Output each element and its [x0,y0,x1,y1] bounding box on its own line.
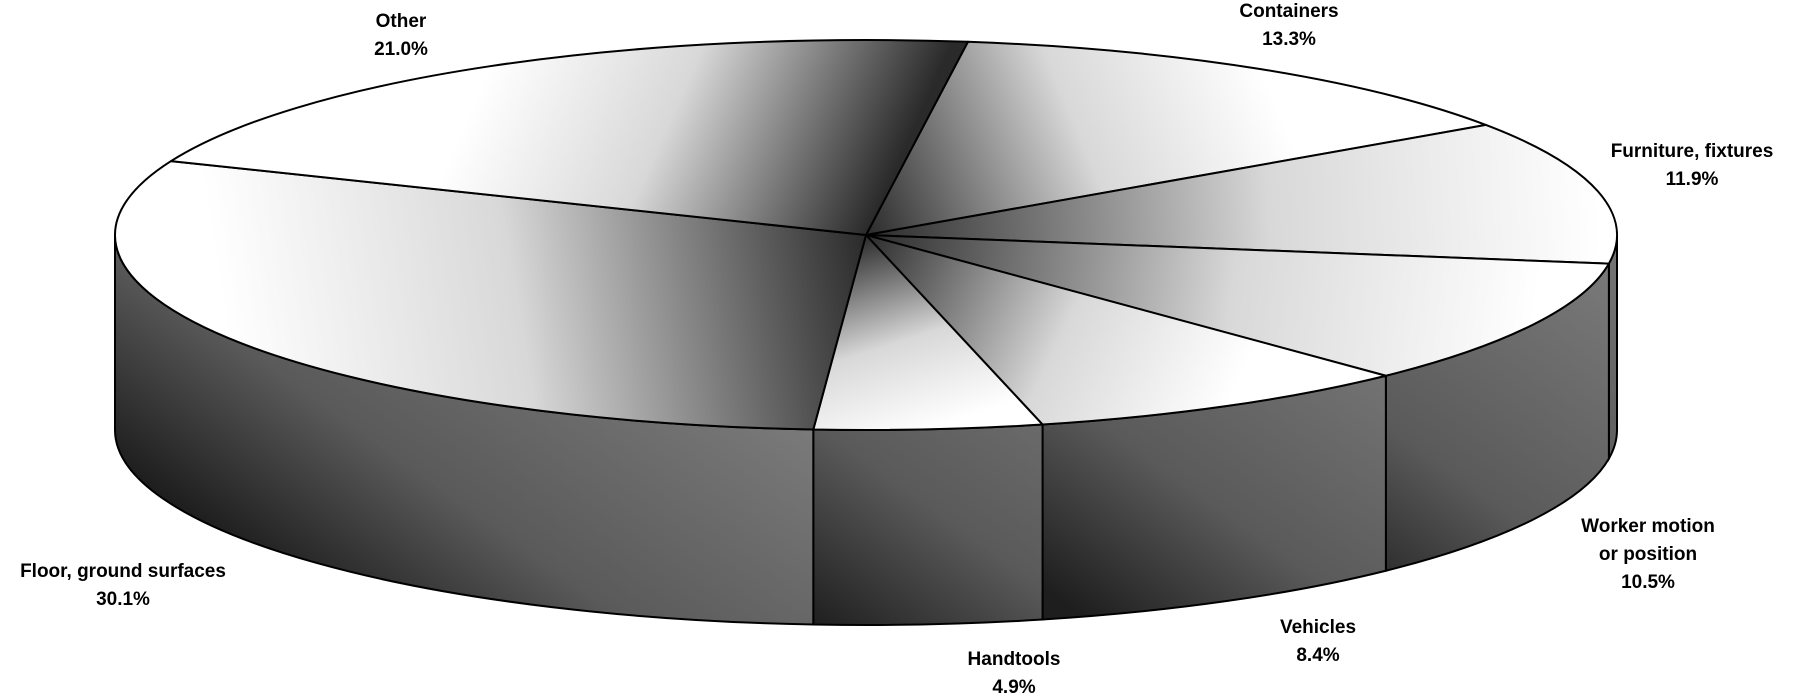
pie-sides [114,234,1618,626]
slice-name-label: Furniture, fixtures [1611,141,1774,162]
pie-side-slice-1 [1607,234,1618,463]
pie-side-slice-4 [812,423,1044,626]
pie-labels: Containers 13.3% Furniture, fixtures 11.9% W… [20,1,1773,698]
pie-tops [114,39,1618,431]
slice-name-label: Worker motion [1581,516,1715,537]
slice-label-4: Handtools 4.9% [968,649,1061,698]
slice-name-label: Other [376,11,427,32]
slice-value-label: 11.9% [1666,169,1719,190]
slice-label-3: Vehicles 8.4% [1280,617,1356,666]
slice-value-label: 8.4% [1296,645,1339,666]
slice-label-5: Floor, ground surfaces 30.1% [20,561,226,610]
slice-name-label: Floor, ground surfaces [20,561,226,582]
slice-name-label: Containers [1239,1,1338,22]
slice-value-label: 13.3% [1262,29,1316,50]
slice-value-label: 10.5% [1621,572,1675,593]
slice-label-6: Other 21.0% [374,11,428,60]
slice-value-label: 30.1% [96,589,150,610]
slice-label-2: Worker motion or position 10.5% [1581,516,1715,593]
pie-slice-5 [114,160,867,431]
slice-value-label: 21.0% [374,39,428,60]
slice-label-1: Furniture, fixtures 11.9% [1611,141,1774,190]
slice-name-label: or position [1599,544,1697,565]
slice-name-label: Vehicles [1280,617,1356,638]
pie-slice-6 [170,39,969,236]
pie-slice-1 [865,123,1618,265]
pie-slice-4 [812,234,1044,431]
slice-value-label: 4.9% [992,677,1035,698]
slice-name-label: Handtools [968,649,1061,670]
pie-slice-2 [865,234,1610,377]
pie-slice-3 [865,234,1387,426]
pie-slice-0 [865,40,1487,236]
slice-label-0: Containers 13.3% [1239,1,1338,50]
